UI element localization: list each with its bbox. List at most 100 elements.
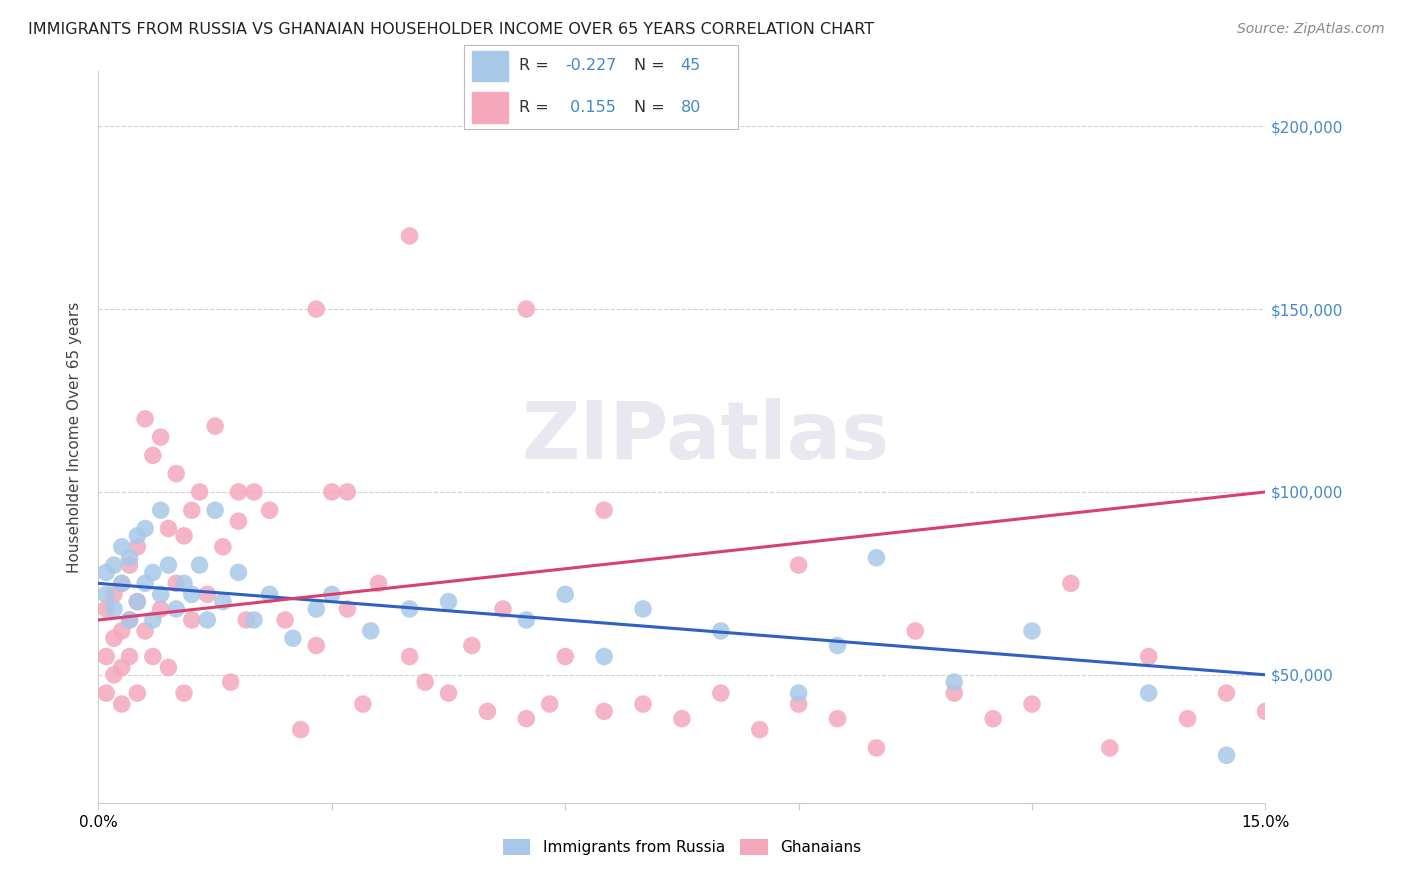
- Point: [111, 660, 134, 674]
- Point: [477, 705, 499, 719]
- Point: [111, 624, 134, 638]
- Point: [173, 529, 195, 543]
- Point: [96, 686, 118, 700]
- Point: [710, 624, 733, 638]
- Point: [96, 602, 118, 616]
- Point: [1137, 649, 1160, 664]
- Point: [118, 649, 141, 664]
- Point: [165, 576, 187, 591]
- Point: [305, 301, 328, 317]
- Point: [243, 484, 266, 499]
- Point: [943, 686, 966, 700]
- Point: [787, 686, 810, 700]
- Point: [352, 697, 374, 711]
- Point: [142, 566, 165, 580]
- Point: [157, 558, 180, 573]
- Text: R =: R =: [519, 100, 554, 115]
- Point: [593, 705, 616, 719]
- Point: [1098, 740, 1121, 755]
- Point: [827, 639, 849, 653]
- Point: [96, 649, 118, 664]
- Point: [134, 624, 156, 638]
- Point: [157, 660, 180, 674]
- Point: [904, 624, 927, 638]
- Point: [118, 613, 141, 627]
- Point: [305, 602, 328, 616]
- Point: [710, 686, 733, 700]
- Point: [134, 521, 156, 535]
- Legend: Immigrants from Russia, Ghanaians: Immigrants from Russia, Ghanaians: [496, 833, 868, 861]
- Point: [212, 540, 235, 554]
- Point: [787, 697, 810, 711]
- Point: [437, 686, 460, 700]
- Text: 0.155: 0.155: [565, 100, 616, 115]
- Point: [219, 675, 242, 690]
- Point: [173, 576, 195, 591]
- Point: [593, 503, 616, 517]
- Point: [180, 587, 202, 601]
- Point: [865, 740, 887, 755]
- Point: [1254, 705, 1277, 719]
- Point: [195, 587, 218, 601]
- Point: [228, 566, 250, 580]
- Point: [127, 594, 149, 608]
- Point: [515, 613, 537, 627]
- Text: N =: N =: [634, 100, 669, 115]
- Point: [204, 503, 226, 517]
- Text: N =: N =: [634, 58, 669, 73]
- Point: [103, 558, 125, 573]
- Point: [1137, 686, 1160, 700]
- Point: [142, 613, 165, 627]
- Point: [748, 723, 770, 737]
- Point: [865, 550, 887, 565]
- Point: [593, 649, 616, 664]
- Point: [111, 576, 134, 591]
- Point: [149, 503, 172, 517]
- Point: [1177, 712, 1199, 726]
- Point: [413, 675, 436, 690]
- Text: -0.227: -0.227: [565, 58, 617, 73]
- Point: [1021, 624, 1043, 638]
- Point: [336, 484, 359, 499]
- Point: [96, 566, 118, 580]
- Point: [118, 613, 141, 627]
- Point: [1060, 576, 1083, 591]
- Point: [204, 419, 226, 434]
- Point: [367, 576, 389, 591]
- Point: [1215, 686, 1237, 700]
- Point: [111, 576, 134, 591]
- Point: [127, 686, 149, 700]
- Point: [943, 675, 966, 690]
- Point: [827, 712, 849, 726]
- Point: [281, 632, 304, 646]
- Point: [515, 301, 537, 317]
- Point: [165, 467, 187, 481]
- Point: [787, 558, 810, 573]
- Point: [981, 712, 1004, 726]
- Point: [195, 613, 218, 627]
- Bar: [472, 92, 508, 122]
- Point: [671, 712, 693, 726]
- Point: [538, 697, 561, 711]
- Point: [554, 587, 576, 601]
- Point: [235, 613, 257, 627]
- Point: [259, 587, 281, 601]
- Point: [180, 613, 202, 627]
- Text: 45: 45: [681, 58, 700, 73]
- Text: ZIPatlas: ZIPatlas: [522, 398, 890, 476]
- Point: [290, 723, 312, 737]
- Point: [1215, 748, 1237, 763]
- Point: [243, 613, 266, 627]
- Point: [336, 602, 359, 616]
- Point: [142, 448, 165, 462]
- Point: [631, 602, 654, 616]
- Point: [274, 613, 297, 627]
- Point: [360, 624, 382, 638]
- Bar: [472, 51, 508, 81]
- Point: [461, 639, 484, 653]
- Point: [157, 521, 180, 535]
- Point: [142, 649, 165, 664]
- Point: [149, 430, 172, 444]
- Point: [127, 594, 149, 608]
- Point: [437, 594, 460, 608]
